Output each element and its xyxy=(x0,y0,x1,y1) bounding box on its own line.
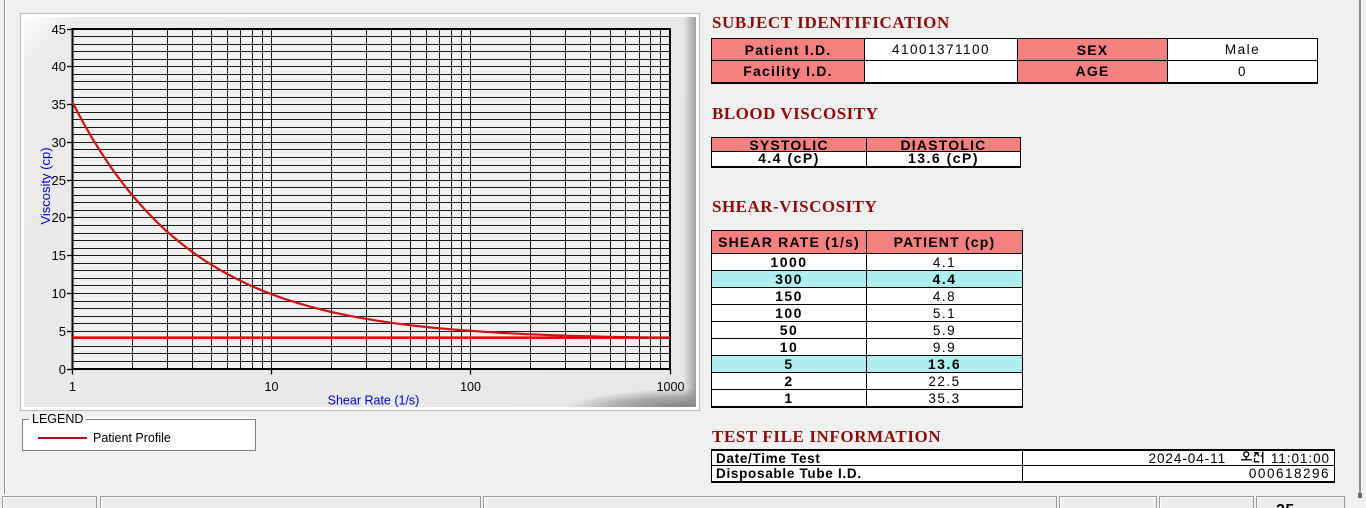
svg-text:0: 0 xyxy=(59,362,66,377)
svg-text:5: 5 xyxy=(59,324,66,339)
svg-text:15: 15 xyxy=(52,248,66,263)
svg-text:1: 1 xyxy=(69,380,76,394)
svg-text:40: 40 xyxy=(52,59,66,74)
svg-text:100: 100 xyxy=(460,380,481,394)
svg-text:Viscosity (cp): Viscosity (cp) xyxy=(38,147,53,224)
svg-text:10: 10 xyxy=(52,286,66,301)
svg-text:Shear Rate (1/s): Shear Rate (1/s) xyxy=(328,394,420,408)
svg-text:10: 10 xyxy=(265,380,279,394)
svg-text:25: 25 xyxy=(52,173,66,188)
svg-text:1000: 1000 xyxy=(657,380,685,394)
svg-text:20: 20 xyxy=(52,210,66,225)
svg-text:35: 35 xyxy=(52,97,66,112)
svg-text:30: 30 xyxy=(52,135,66,150)
svg-text:45: 45 xyxy=(52,22,66,37)
